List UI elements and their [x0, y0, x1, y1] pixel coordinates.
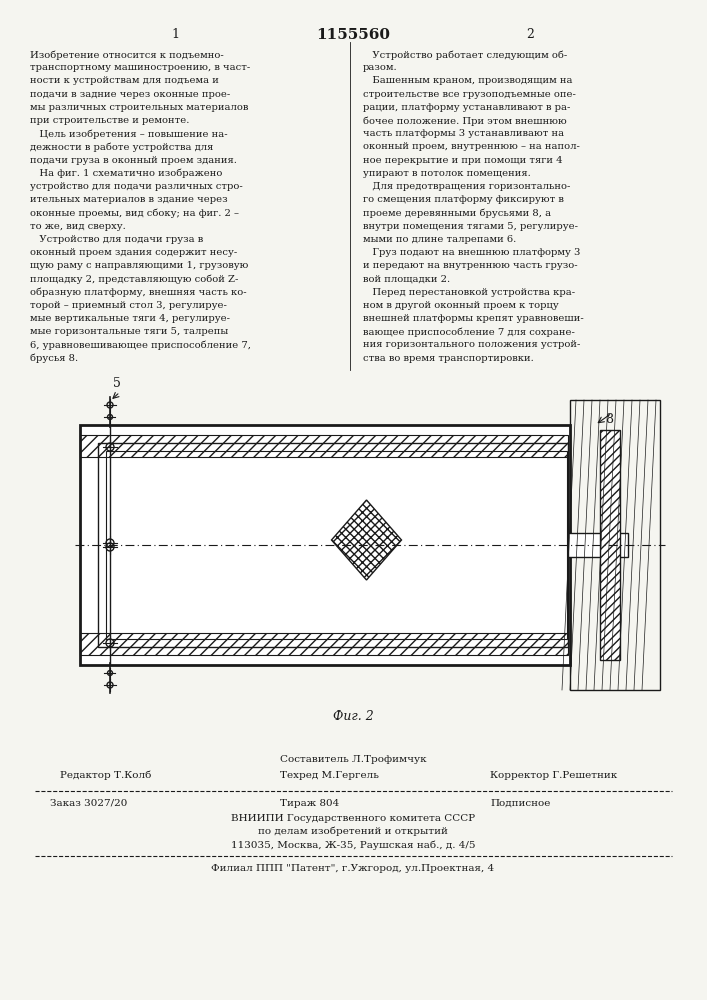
Text: На фиг. 1 схематично изображено: На фиг. 1 схематично изображено — [30, 169, 223, 178]
Text: бочее положение. При этом внешнюю: бочее положение. При этом внешнюю — [363, 116, 567, 125]
Text: Изобретение относится к подъемно-: Изобретение относится к подъемно- — [30, 50, 223, 60]
Text: транспортному машиностроению, в част-: транспортному машиностроению, в част- — [30, 63, 250, 72]
Bar — [106, 451, 567, 639]
Text: 2: 2 — [526, 28, 534, 41]
Text: и передают на внутреннюю часть грузо-: и передают на внутреннюю часть грузо- — [363, 261, 578, 270]
Text: разом.: разом. — [363, 63, 397, 72]
Text: ном в другой оконный проем к торцу: ном в другой оконный проем к торцу — [363, 301, 559, 310]
Text: подачи в задние через оконные прое-: подачи в задние через оконные прое- — [30, 90, 230, 99]
Text: строительстве все грузоподъемные опе-: строительстве все грузоподъемные опе- — [363, 90, 576, 99]
Text: Груз подают на внешнюю платформу 3: Груз подают на внешнюю платформу 3 — [363, 248, 580, 257]
Text: часть платформы 3 устанавливают на: часть платформы 3 устанавливают на — [363, 129, 564, 138]
Text: Цель изобретения – повышение на-: Цель изобретения – повышение на- — [30, 129, 228, 139]
Text: мы различных строительных материалов: мы различных строительных материалов — [30, 103, 248, 112]
Text: то же, вид сверху.: то же, вид сверху. — [30, 222, 126, 231]
Text: брусья 8.: брусья 8. — [30, 354, 78, 363]
Text: Составитель Л.Трофимчук: Составитель Л.Трофимчук — [280, 755, 426, 764]
Text: Для предотвращения горизонтально-: Для предотвращения горизонтально- — [363, 182, 571, 191]
Bar — [570, 400, 660, 690]
Text: 6, уравновешивающее приспособление 7,: 6, уравновешивающее приспособление 7, — [30, 340, 251, 350]
Bar — [568, 533, 628, 557]
Text: мые вертикальные тяги 4, регулируе-: мые вертикальные тяги 4, регулируе- — [30, 314, 230, 323]
Text: Заказ 3027/20: Заказ 3027/20 — [50, 799, 127, 808]
Bar — [80, 435, 568, 457]
Text: Башенным краном, производящим на: Башенным краном, производящим на — [363, 76, 573, 85]
Text: дежности в работе устройства для: дежности в работе устройства для — [30, 142, 214, 152]
Text: при строительстве и ремонте.: при строительстве и ремонте. — [30, 116, 189, 125]
Text: оконный проем, внутреннюю – на напол-: оконный проем, внутреннюю – на напол- — [363, 142, 580, 151]
Text: по делам изобретений и открытий: по делам изобретений и открытий — [258, 827, 448, 836]
Text: площадку 2, представляющую собой Z-: площадку 2, представляющую собой Z- — [30, 274, 238, 284]
Text: устройство для подачи различных стро-: устройство для подачи различных стро- — [30, 182, 243, 191]
Text: ния горизонтального положения устрой-: ния горизонтального положения устрой- — [363, 340, 580, 349]
Text: мые горизонтальные тяги 5, талрепы: мые горизонтальные тяги 5, талрепы — [30, 327, 228, 336]
Bar — [80, 425, 570, 665]
Text: проеме деревянными брусьями 8, а: проеме деревянными брусьями 8, а — [363, 208, 551, 218]
Text: Подписное: Подписное — [490, 799, 550, 808]
Text: Корректор Г.Решетник: Корректор Г.Решетник — [490, 771, 617, 780]
Text: оконные проемы, вид сбоку; на фиг. 2 –: оконные проемы, вид сбоку; на фиг. 2 – — [30, 208, 239, 218]
Text: ности к устройствам для подъема и: ности к устройствам для подъема и — [30, 76, 219, 85]
Text: Устройство для подачи груза в: Устройство для подачи груза в — [30, 235, 203, 244]
Text: 1155560: 1155560 — [316, 28, 390, 42]
Text: подачи груза в оконный проем здания.: подачи груза в оконный проем здания. — [30, 156, 237, 165]
Bar — [80, 633, 568, 655]
Text: 5: 5 — [113, 377, 121, 390]
Text: рации, платформу устанавливают в ра-: рации, платформу устанавливают в ра- — [363, 103, 571, 112]
Text: го смещения платформу фиксируют в: го смещения платформу фиксируют в — [363, 195, 564, 204]
Text: ВНИИПИ Государственного комитета СССР: ВНИИПИ Государственного комитета СССР — [231, 814, 475, 823]
Text: ительных материалов в здание через: ительных материалов в здание через — [30, 195, 228, 204]
Text: Редактор Т.Колб: Редактор Т.Колб — [60, 771, 151, 780]
Text: внутри помещения тягами 5, регулируе-: внутри помещения тягами 5, регулируе- — [363, 222, 578, 231]
Text: оконный проем здания содержит несу-: оконный проем здания содержит несу- — [30, 248, 238, 257]
Text: Фиг. 2: Фиг. 2 — [332, 710, 373, 723]
Text: мыми по длине талрепами 6.: мыми по длине талрепами 6. — [363, 235, 516, 244]
Text: образную платформу, внешняя часть ко-: образную платформу, внешняя часть ко- — [30, 288, 247, 297]
Text: ное перекрытие и при помощи тяги 4: ное перекрытие и при помощи тяги 4 — [363, 156, 563, 165]
Bar — [600, 430, 620, 660]
Text: вой площадки 2.: вой площадки 2. — [363, 274, 450, 283]
Text: Перед перестановкой устройства кра-: Перед перестановкой устройства кра- — [363, 288, 575, 297]
Text: ства во время транспортировки.: ства во время транспортировки. — [363, 354, 534, 363]
Text: 1: 1 — [171, 28, 179, 41]
Text: вающее приспособление 7 для сохране-: вающее приспособление 7 для сохране- — [363, 327, 575, 337]
Text: торой – приемный стол 3, регулируе-: торой – приемный стол 3, регулируе- — [30, 301, 227, 310]
Text: внешней платформы крепят уравновеши-: внешней платформы крепят уравновеши- — [363, 314, 584, 323]
Text: 8: 8 — [605, 413, 613, 426]
Text: Техред М.Гергель: Техред М.Гергель — [280, 771, 379, 780]
Text: Тираж 804: Тираж 804 — [280, 799, 339, 808]
Text: Филиал ППП "Патент", г.Ужгород, ул.Проектная, 4: Филиал ППП "Патент", г.Ужгород, ул.Проек… — [211, 864, 495, 873]
Text: 113035, Москва, Ж-35, Раушская наб., д. 4/5: 113035, Москва, Ж-35, Раушская наб., д. … — [230, 840, 475, 850]
Bar — [98, 443, 568, 647]
Text: упирают в потолок помещения.: упирают в потолок помещения. — [363, 169, 531, 178]
Text: щую раму с направляющими 1, грузовую: щую раму с направляющими 1, грузовую — [30, 261, 248, 270]
Text: Устройство работает следующим об-: Устройство работает следующим об- — [363, 50, 567, 60]
